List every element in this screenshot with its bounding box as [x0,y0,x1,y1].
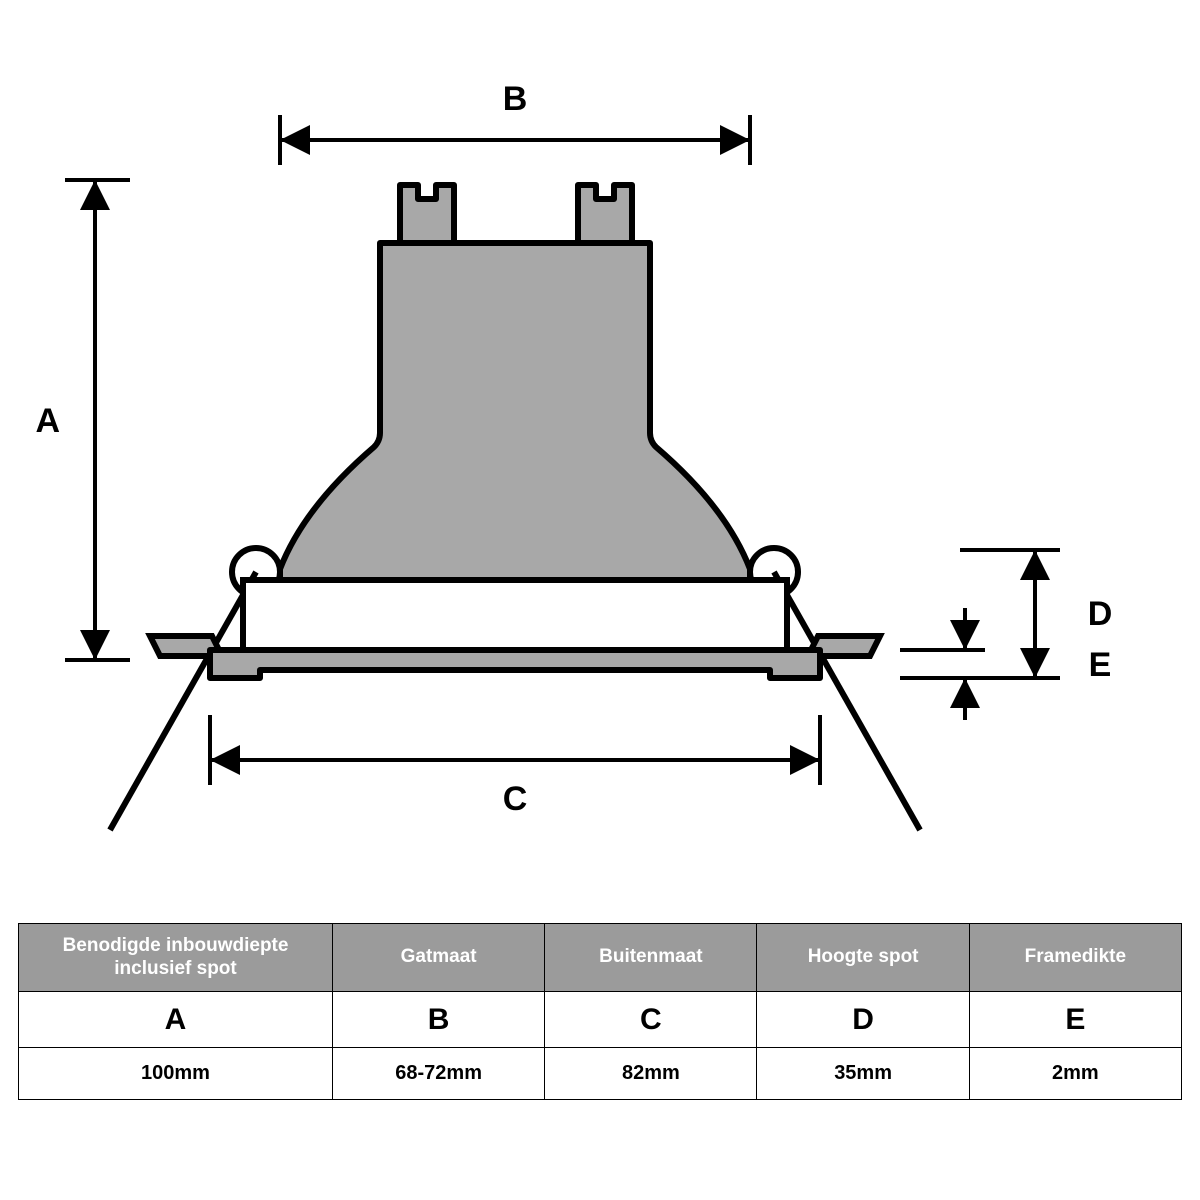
col-letter: D [757,992,969,1048]
dimension-A: A [35,180,130,660]
col-letter: B [333,992,545,1048]
holder-inner [243,580,787,650]
col-value: 68-72mm [333,1048,545,1100]
label-A: A [35,402,60,440]
col-header: Hoogte spot [757,923,969,992]
col-header: Buitenmaat [545,923,757,992]
label-E: E [1089,646,1112,684]
col-header: Gatmaat [333,923,545,992]
col-letter: C [545,992,757,1048]
col-value: 35mm [757,1048,969,1100]
dimension-E: E [900,608,1111,720]
label-B: B [503,80,528,118]
col-letter: A [19,992,333,1048]
frame [210,650,820,678]
col-value: 82mm [545,1048,757,1100]
col-value: 2mm [969,1048,1181,1100]
label-C: C [503,780,528,818]
col-header: Benodigde inbouwdiepte inclusief spot [19,923,333,992]
diagram-svg: A B C [0,0,1200,920]
table-header-row: Benodigde inbouwdiepte inclusief spot Ga… [19,923,1182,992]
bulb [280,185,750,605]
col-header: Framedikte [969,923,1181,992]
dimension-B: B [280,80,750,165]
dimensions-table: Benodigde inbouwdiepte inclusief spot Ga… [18,923,1182,1101]
table-value-row: 100mm 68-72mm 82mm 35mm 2mm [19,1048,1182,1100]
col-value: 100mm [19,1048,333,1100]
label-D: D [1088,595,1113,633]
dimension-C: C [210,715,820,818]
col-letter: E [969,992,1181,1048]
technical-diagram: A B C [0,0,1200,920]
table-letter-row: A B C D E [19,992,1182,1048]
spec-table: Benodigde inbouwdiepte inclusief spot Ga… [18,923,1182,1101]
